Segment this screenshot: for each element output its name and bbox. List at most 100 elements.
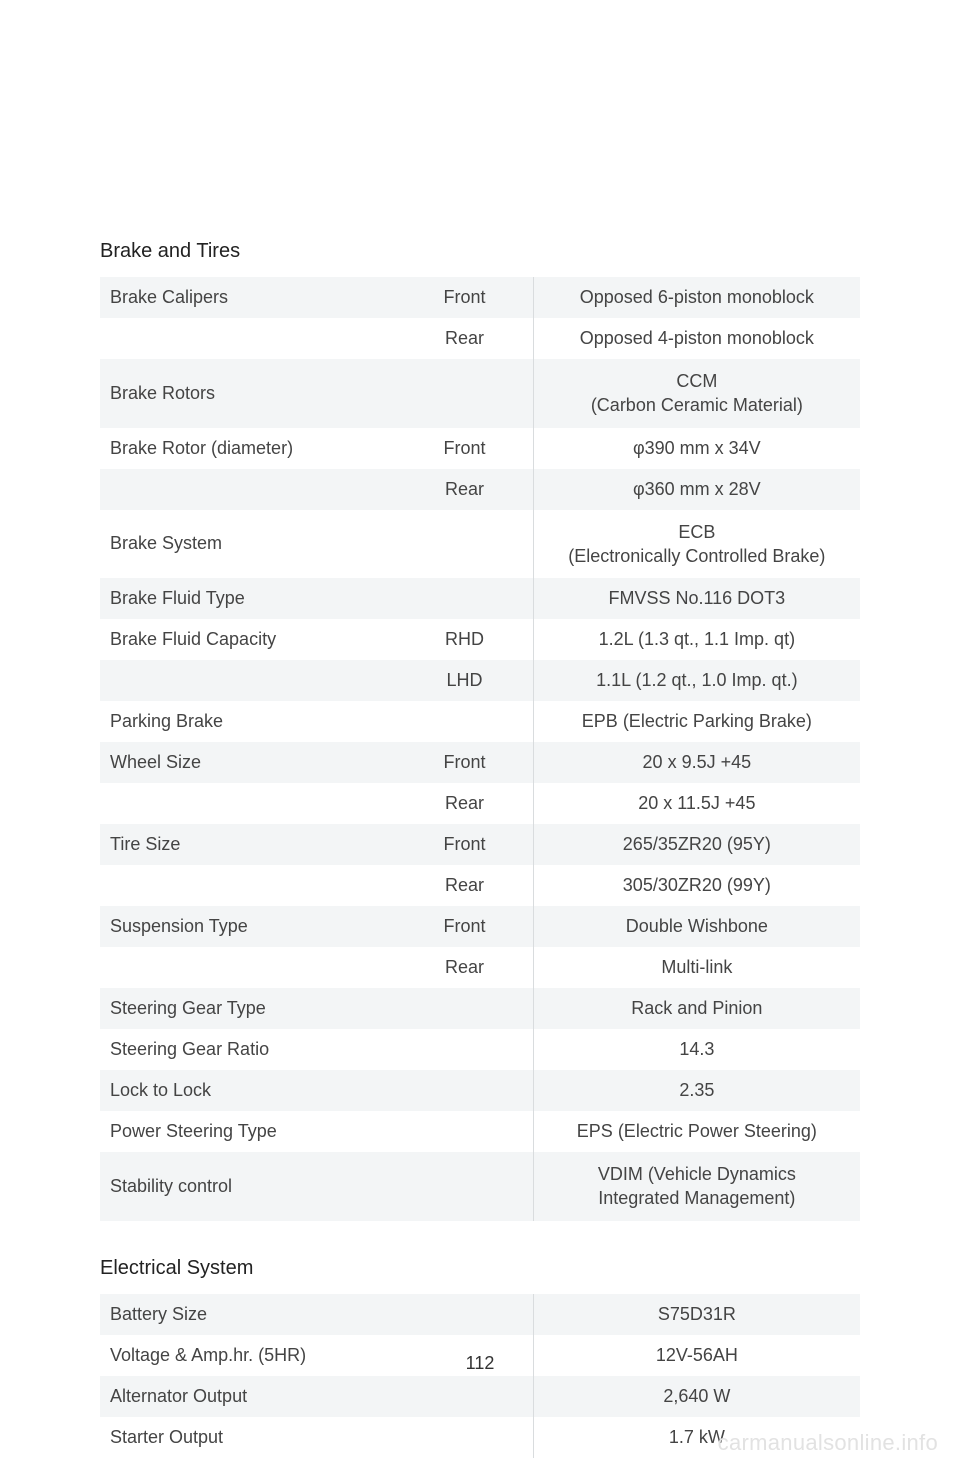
watermark: carmanualsonline.info	[718, 1430, 938, 1456]
cell-c1	[100, 660, 396, 701]
cell-c2: Rear	[396, 865, 533, 906]
table-row: Steering Gear Type Rack and Pinion	[100, 988, 860, 1029]
cell-c3: 2,640 W	[533, 1376, 860, 1417]
cell-c3: FMVSS No.116 DOT3	[533, 578, 860, 619]
cell-c1	[100, 318, 396, 359]
cell-c2: Rear	[396, 469, 533, 510]
cell-c3: 20 x 9.5J +45	[533, 742, 860, 783]
table-row: Power Steering Type EPS (Electric Power S…	[100, 1111, 860, 1152]
table-row: LHD1.1L (1.2 qt., 1.0 Imp. qt.)	[100, 660, 860, 701]
table-row: Brake Fluid CapacityRHD1.2L (1.3 qt., 1.…	[100, 619, 860, 660]
cell-c3: φ390 mm x 34V	[533, 428, 860, 469]
cell-c3: Rack and Pinion	[533, 988, 860, 1029]
table-row: Brake Rotors CCM(Carbon Ceramic Material)	[100, 359, 860, 428]
cell-c2	[396, 510, 533, 579]
page-number: 112	[0, 1353, 960, 1374]
table-row: Rearφ360 mm x 28V	[100, 469, 860, 510]
cell-c1	[100, 469, 396, 510]
cell-c2: Rear	[396, 318, 533, 359]
table-row: Rear305/30ZR20 (99Y)	[100, 865, 860, 906]
cell-c3: ECB(Electronically Controlled Brake)	[533, 510, 860, 579]
page-content: Brake and TiresBrake CalipersFrontOppose…	[0, 0, 960, 1458]
cell-c2: Front	[396, 428, 533, 469]
cell-c3: Opposed 6-piston monoblock	[533, 277, 860, 318]
cell-c1: Power Steering Type	[100, 1111, 396, 1152]
cell-c3: 265/35ZR20 (95Y)	[533, 824, 860, 865]
cell-c1: Brake Rotors	[100, 359, 396, 428]
table-row: Brake System ECB(Electronically Controlle…	[100, 510, 860, 579]
cell-c1: Parking Brake	[100, 701, 396, 742]
cell-c3: EPS (Electric Power Steering)	[533, 1111, 860, 1152]
cell-c2	[396, 701, 533, 742]
table-row: Lock to Lock 2.35	[100, 1070, 860, 1111]
cell-c3: φ360 mm x 28V	[533, 469, 860, 510]
cell-c1: Brake System	[100, 510, 396, 579]
cell-c3: Multi-link	[533, 947, 860, 988]
table-row: Brake Rotor (diameter)Frontφ390 mm x 34V	[100, 428, 860, 469]
cell-c2	[396, 359, 533, 428]
cell-c3: CCM(Carbon Ceramic Material)	[533, 359, 860, 428]
table-row: Brake Fluid Type FMVSS No.116 DOT3	[100, 578, 860, 619]
cell-c3: 2.35	[533, 1070, 860, 1111]
section-title: Brake and Tires	[100, 240, 860, 263]
cell-c3: 305/30ZR20 (99Y)	[533, 865, 860, 906]
cell-c2	[396, 1152, 533, 1221]
cell-c2: Front	[396, 742, 533, 783]
table-row: Suspension TypeFrontDouble Wishbone	[100, 906, 860, 947]
cell-c1: Brake Rotor (diameter)	[100, 428, 396, 469]
cell-c1: Brake Fluid Capacity	[100, 619, 396, 660]
cell-c3: 1.1L (1.2 qt., 1.0 Imp. qt.)	[533, 660, 860, 701]
cell-c1: Brake Fluid Type	[100, 578, 396, 619]
cell-c1: Lock to Lock	[100, 1070, 396, 1111]
cell-c1: Battery Size	[100, 1294, 396, 1335]
cell-c3: VDIM (Vehicle DynamicsIntegrated Managem…	[533, 1152, 860, 1221]
cell-c2	[396, 1376, 533, 1417]
cell-c3: 14.3	[533, 1029, 860, 1070]
cell-c2: RHD	[396, 619, 533, 660]
cell-c2	[396, 1417, 533, 1458]
spec-table: Brake CalipersFrontOpposed 6-piston mono…	[100, 277, 860, 1221]
cell-c3: S75D31R	[533, 1294, 860, 1335]
table-row: RearMulti-link	[100, 947, 860, 988]
table-row: Wheel SizeFront20 x 9.5J +45	[100, 742, 860, 783]
table-row: Tire SizeFront265/35ZR20 (95Y)	[100, 824, 860, 865]
cell-c3: 1.2L (1.3 qt., 1.1 Imp. qt)	[533, 619, 860, 660]
table-row: Brake CalipersFrontOpposed 6-piston mono…	[100, 277, 860, 318]
cell-c2: Front	[396, 824, 533, 865]
table-row: Parking Brake EPB (Electric Parking Brake…	[100, 701, 860, 742]
cell-c1: Steering Gear Ratio	[100, 1029, 396, 1070]
table-row: Stability control VDIM (Vehicle DynamicsI…	[100, 1152, 860, 1221]
cell-c3: Double Wishbone	[533, 906, 860, 947]
cell-c2: Front	[396, 277, 533, 318]
cell-c2: LHD	[396, 660, 533, 701]
cell-c2	[396, 988, 533, 1029]
cell-c1: Brake Calipers	[100, 277, 396, 318]
cell-c1: Tire Size	[100, 824, 396, 865]
cell-c2	[396, 1111, 533, 1152]
cell-c3: Opposed 4-piston monoblock	[533, 318, 860, 359]
cell-c3: 20 x 11.5J +45	[533, 783, 860, 824]
table-row: Rear20 x 11.5J +45	[100, 783, 860, 824]
cell-c2	[396, 1070, 533, 1111]
cell-c2: Rear	[396, 783, 533, 824]
table-row: Battery Size S75D31R	[100, 1294, 860, 1335]
cell-c2: Rear	[396, 947, 533, 988]
cell-c3: EPB (Electric Parking Brake)	[533, 701, 860, 742]
cell-c1: Alternator Output	[100, 1376, 396, 1417]
cell-c1: Wheel Size	[100, 742, 396, 783]
table-row: Alternator Output 2,640 W	[100, 1376, 860, 1417]
cell-c2	[396, 578, 533, 619]
cell-c1: Stability control	[100, 1152, 396, 1221]
cell-c2	[396, 1294, 533, 1335]
table-row: Steering Gear Ratio 14.3	[100, 1029, 860, 1070]
cell-c2: Front	[396, 906, 533, 947]
section-title: Electrical System	[100, 1257, 860, 1280]
cell-c2	[396, 1029, 533, 1070]
cell-c1: Steering Gear Type	[100, 988, 396, 1029]
cell-c1	[100, 947, 396, 988]
cell-c1: Starter Output	[100, 1417, 396, 1458]
cell-c1	[100, 783, 396, 824]
cell-c1: Suspension Type	[100, 906, 396, 947]
cell-c1	[100, 865, 396, 906]
table-row: RearOpposed 4-piston monoblock	[100, 318, 860, 359]
